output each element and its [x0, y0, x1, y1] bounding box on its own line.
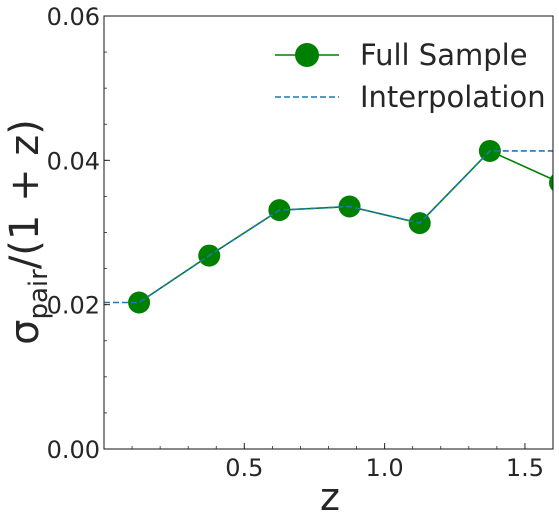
- x-tick-label: 0.5: [225, 454, 263, 482]
- series-line-interpolation: [104, 150, 553, 304]
- data-point-full-sample: [549, 174, 553, 192]
- data-point-full-sample: [128, 291, 151, 314]
- y-tick-label: 0.04: [47, 147, 100, 175]
- legend-label-interpolation: Interpolation: [360, 80, 546, 114]
- axes: 0.5 1.0 1.5 0.00 0.02 0.04 0.06: [47, 3, 554, 482]
- y-tick-label: 0.00: [47, 436, 100, 464]
- legend: Full Sample Interpolation: [275, 38, 546, 114]
- y-tick-label: 0.06: [47, 3, 100, 31]
- plot-area: [104, 139, 553, 314]
- plot-clipped-group: [104, 139, 553, 314]
- y-tick-label: 0.02: [47, 292, 100, 320]
- x-tick-label: 1.0: [366, 454, 404, 482]
- x-axis-label: z: [320, 475, 340, 519]
- legend-label-full-sample: Full Sample: [360, 38, 528, 72]
- x-tick-label: 1.5: [506, 454, 544, 482]
- legend-marker-full-sample: [295, 43, 319, 67]
- y-axis-label: σpair/(1 + z): [2, 119, 54, 345]
